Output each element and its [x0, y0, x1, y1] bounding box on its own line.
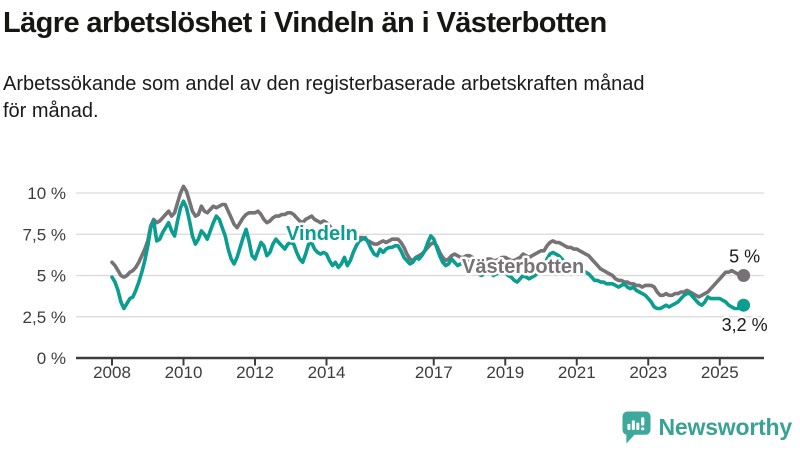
bar-chart-speech-bubble-icon [621, 411, 651, 444]
x-axis-tick-label: 2025 [701, 363, 739, 382]
chart-header: Lägre arbetslöshet i Vindeln än i Väster… [3, 0, 783, 125]
end-value-label-vindeln: 3,2 % [722, 315, 768, 335]
y-axis-tick-label: 2,5 % [23, 308, 66, 327]
y-axis-tick-label: 10 % [27, 184, 66, 203]
x-axis-tick-label: 2021 [558, 363, 596, 382]
chart-subtitle: Arbetssökande som andel av den registerb… [3, 71, 783, 125]
x-axis-tick-label: 2017 [415, 363, 453, 382]
x-axis-tick-label: 2023 [629, 363, 667, 382]
y-axis-tick-label: 5 % [37, 267, 66, 286]
x-axis-tick-label: 2008 [93, 363, 131, 382]
x-axis-tick-label: 2010 [165, 363, 203, 382]
series-end-dot-vasterbotten [737, 269, 751, 282]
series-label-vasterbotten: Västerbotten [462, 256, 584, 278]
newsworthy-brand: Newsworthy [621, 411, 793, 444]
x-axis-tick-label: 2012 [236, 363, 274, 382]
series-line-vindeln [110, 199, 746, 311]
x-axis-tick-label: 2014 [308, 363, 346, 382]
y-axis-tick-label: 0 % [37, 349, 66, 368]
chart-subtitle-line2: för månad. [3, 100, 99, 123]
series-end-dot-vindeln [737, 298, 751, 312]
series-label-vindeln: Vindeln [286, 223, 358, 245]
end-value-label-vasterbotten: 5 % [729, 247, 760, 267]
chart-subtitle-line1: Arbetssökande som andel av den registerb… [3, 73, 645, 96]
x-axis-tick-label: 2019 [486, 363, 524, 382]
y-axis-tick-label: 7,5 % [23, 225, 66, 244]
chart-title: Lägre arbetslöshet i Vindeln än i Väster… [3, 7, 607, 39]
brand-name: Newsworthy [658, 414, 793, 440]
